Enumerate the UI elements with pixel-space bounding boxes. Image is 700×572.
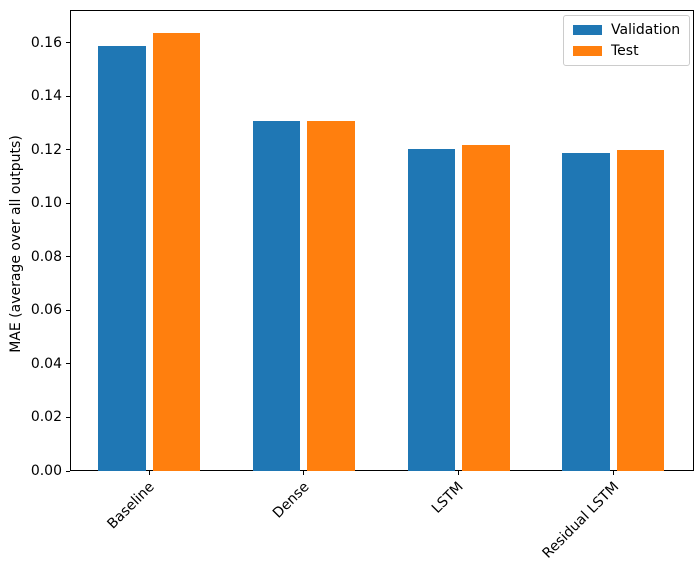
y-tick-mark xyxy=(66,363,70,365)
y-tick-mark xyxy=(66,42,70,44)
x-tick-label-dense: Dense xyxy=(269,479,313,522)
y-tick-mark xyxy=(66,202,70,204)
bar-residual-lstm-test xyxy=(616,150,665,471)
y-tick-mark xyxy=(66,470,70,472)
y-tick-label: 0.00 xyxy=(30,463,62,479)
y-tick-mark xyxy=(66,416,70,418)
legend-swatch-test xyxy=(573,46,602,56)
y-tick-mark xyxy=(66,149,70,151)
y-tick-label: 0.06 xyxy=(30,302,62,319)
legend-label-validation: Validation xyxy=(611,22,681,38)
bar-lstm-test xyxy=(462,145,510,471)
y-tick-label: 0.04 xyxy=(30,355,62,372)
legend: Validation Test xyxy=(563,15,691,66)
x-tick-label-residual-lstm: Residual LSTM xyxy=(539,479,622,562)
legend-item-validation: Validation xyxy=(573,22,680,38)
y-tick-mark xyxy=(66,309,70,311)
x-tick-mark xyxy=(458,471,460,475)
bar-dense-test xyxy=(307,121,355,471)
bar-lstm-validation xyxy=(407,149,456,471)
y-tick-label: 0.12 xyxy=(30,141,62,158)
x-tick-mark xyxy=(148,471,150,475)
y-axis-label-text: MAE (average over all outputs) xyxy=(8,134,24,353)
legend-item-test: Test xyxy=(573,43,680,59)
legend-swatch-validation xyxy=(573,25,602,35)
bar-residual-lstm-validation xyxy=(562,153,610,471)
y-tick-mark xyxy=(66,95,70,97)
y-tick-label: 0.02 xyxy=(30,409,62,426)
y-tick-label: 0.16 xyxy=(30,34,62,51)
bar-baseline-validation xyxy=(98,45,146,471)
legend-label-test: Test xyxy=(611,43,639,59)
x-tick-label-lstm: LSTM xyxy=(429,479,467,517)
bar-dense-validation xyxy=(252,120,301,471)
y-tick-mark xyxy=(66,256,70,258)
y-tick-label: 0.14 xyxy=(30,88,62,105)
x-tick-mark xyxy=(612,471,614,475)
y-tick-label: 0.10 xyxy=(30,195,62,212)
x-tick-mark xyxy=(303,471,305,475)
y-tick-label: 0.08 xyxy=(30,248,62,265)
x-tick-label-baseline: Baseline xyxy=(104,479,158,533)
bar-baseline-test xyxy=(152,32,200,471)
